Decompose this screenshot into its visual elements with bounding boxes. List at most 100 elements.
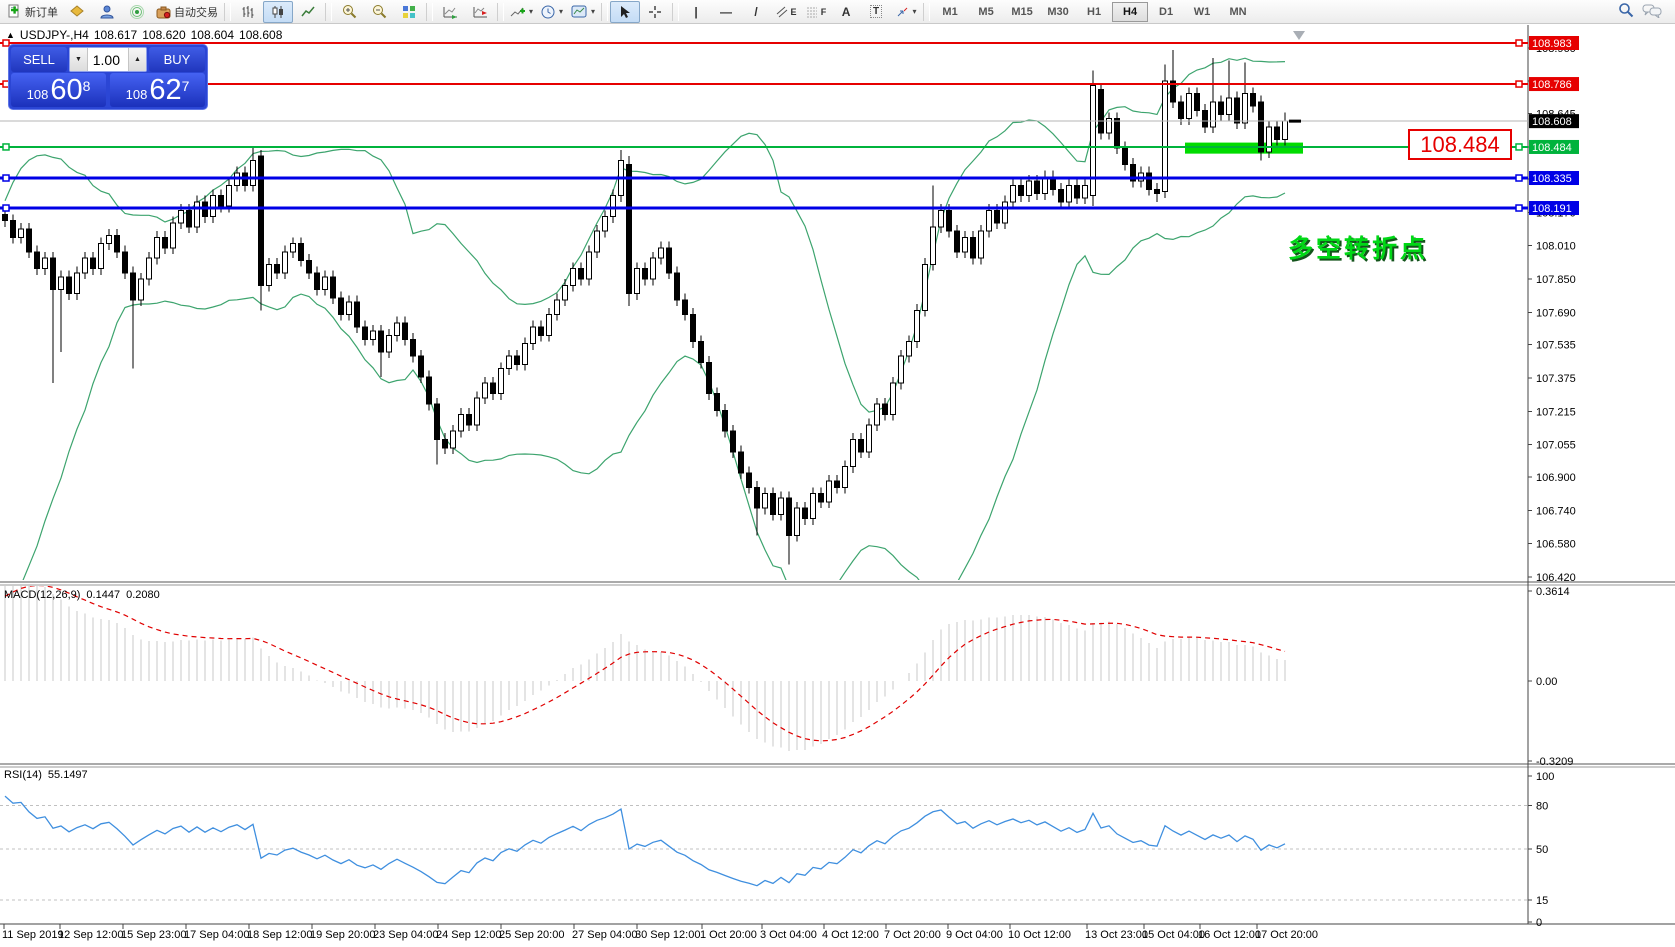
toolbar-separator xyxy=(224,2,231,21)
toolbar-separator xyxy=(923,2,931,21)
timeframe-button-H4[interactable]: H4 xyxy=(1112,1,1149,22)
volume-input[interactable]: 1.00 xyxy=(92,51,120,68)
svg-text:15: 15 xyxy=(1536,895,1548,907)
label-tool-button[interactable]: T xyxy=(861,1,891,23)
zoom-out-icon xyxy=(372,4,387,19)
sell-price-small: 108 xyxy=(26,87,49,102)
tile-windows-button[interactable] xyxy=(394,1,424,23)
toolbar-separator xyxy=(672,2,680,21)
svg-text:10 Oct 12:00: 10 Oct 12:00 xyxy=(1008,929,1071,941)
timeframe-button-M30[interactable]: M30 xyxy=(1047,5,1069,18)
search-icon[interactable] xyxy=(1618,2,1634,21)
collapse-arrow-icon[interactable]: ▲ xyxy=(6,30,15,40)
timeframe-button-M5[interactable]: M5 xyxy=(978,5,994,18)
dropdown-arrow-icon: ▾ xyxy=(912,7,917,16)
buy-price-sup: 7 xyxy=(181,78,190,94)
svg-text:108.983: 108.983 xyxy=(1532,38,1572,50)
macd-label: MACD(12,26,9) 0.1447 0.2080 xyxy=(4,589,160,601)
zoom-out-button[interactable] xyxy=(364,1,394,23)
new-order-label: 新订单 xyxy=(25,6,58,19)
label-tool-icon: T xyxy=(869,5,883,18)
new-order-icon xyxy=(7,4,22,19)
trendline-tool-button[interactable]: / xyxy=(741,1,771,23)
svg-text:106.580: 106.580 xyxy=(1536,539,1576,551)
timeframe-button-M15[interactable]: M15 xyxy=(1011,5,1033,18)
volume-decrease-button[interactable]: ▼ xyxy=(70,48,88,71)
svg-text:106.740: 106.740 xyxy=(1536,505,1576,517)
periods-button[interactable]: ▾ xyxy=(537,1,567,23)
bar-chart-button[interactable] xyxy=(233,1,263,23)
buy-button[interactable]: BUY xyxy=(149,47,205,72)
chat-icon[interactable] xyxy=(1642,3,1662,21)
sell-price-button[interactable]: 108 60 8 xyxy=(11,73,106,107)
price-annotation-box[interactable]: 108.484 xyxy=(1408,129,1512,160)
chart-shift-button[interactable] xyxy=(465,1,495,23)
svg-text:108.191: 108.191 xyxy=(1532,203,1572,215)
one-click-trading-panel: SELL ▼ 1.00 ▲ BUY 108 60 8 108 62 7 xyxy=(8,44,208,110)
macd-scale: 0.3614 0.00 -0.3209 xyxy=(1528,586,1573,768)
sell-price-big: 60 xyxy=(50,74,83,106)
chart-chrome xyxy=(0,25,1675,925)
auto-trading-button[interactable]: 自动交易 xyxy=(152,1,222,23)
indicators-button[interactable]: ▾ xyxy=(506,1,537,23)
zoom-in-button[interactable] xyxy=(334,1,364,23)
text-tool-button[interactable]: A xyxy=(831,1,861,23)
svg-text:107.375: 107.375 xyxy=(1536,373,1576,385)
svg-text:11 Sep 2019: 11 Sep 2019 xyxy=(2,929,64,941)
toolbar-separator xyxy=(426,2,433,21)
line-chart-button[interactable] xyxy=(293,1,323,23)
cursor-icon xyxy=(619,5,631,19)
support-band-annotation[interactable] xyxy=(1185,142,1303,154)
svg-text:0.3614: 0.3614 xyxy=(1536,586,1570,598)
svg-text:107.215: 107.215 xyxy=(1536,406,1576,418)
sell-button[interactable]: SELL xyxy=(11,47,67,72)
arrows-tool-button[interactable]: ▾ xyxy=(891,1,921,23)
vertical-line-tool-button[interactable]: | xyxy=(681,1,711,23)
svg-text:16 Oct 12:00: 16 Oct 12:00 xyxy=(1198,929,1261,941)
turning-point-annotation[interactable]: 多空转折点 xyxy=(1288,235,1429,263)
svg-text:107.535: 107.535 xyxy=(1536,340,1576,352)
svg-text:23 Sep 04:00: 23 Sep 04:00 xyxy=(373,929,438,941)
autotrading-icon xyxy=(156,5,171,19)
candlestick-chart-button[interactable] xyxy=(263,0,293,23)
level-lines-layer: 108.983 108.786 108.484 108.335 108.191 xyxy=(0,36,1579,216)
cursor-tool-button[interactable] xyxy=(610,0,641,23)
crosshair-tool-button[interactable] xyxy=(640,1,670,23)
crosshair-icon xyxy=(648,5,662,19)
channel-tool-button[interactable]: E xyxy=(771,1,801,23)
candlestick-chart-icon xyxy=(271,5,285,19)
svg-text:18 Sep 12:00: 18 Sep 12:00 xyxy=(247,929,312,941)
svg-text:9 Oct 04:00: 9 Oct 04:00 xyxy=(946,929,1003,941)
svg-text:3 Oct 04:00: 3 Oct 04:00 xyxy=(760,929,817,941)
dropdown-arrow-icon: ▾ xyxy=(559,7,564,16)
market-button[interactable] xyxy=(62,1,92,23)
horizontal-line-icon: — xyxy=(720,4,733,19)
community-button[interactable] xyxy=(92,1,122,23)
svg-text:50: 50 xyxy=(1536,844,1548,856)
fibonacci-tool-button[interactable]: F xyxy=(801,1,831,23)
trendline-icon: / xyxy=(754,4,758,19)
bar-chart-icon xyxy=(241,5,255,19)
timeframe-button-W1[interactable]: W1 xyxy=(1193,5,1211,18)
timeframe-button-MN[interactable]: MN xyxy=(1229,5,1247,18)
templates-button[interactable]: ▾ xyxy=(567,1,599,23)
timeframe-button-D1[interactable]: D1 xyxy=(1159,5,1174,18)
auto-scroll-button[interactable] xyxy=(435,1,465,23)
timeframe-button-M1[interactable]: M1 xyxy=(942,5,958,18)
svg-text:17 Oct 20:00: 17 Oct 20:00 xyxy=(1255,929,1318,941)
toolbar-separator xyxy=(325,2,332,21)
buy-price-button[interactable]: 108 62 7 xyxy=(110,73,205,107)
svg-text:19 Sep 20:00: 19 Sep 20:00 xyxy=(310,929,375,941)
timeframe-button-H1[interactable]: H1 xyxy=(1087,5,1102,18)
rsi-layer xyxy=(0,795,1528,901)
candles-layer xyxy=(2,49,1288,565)
channel-icon xyxy=(776,6,788,18)
horizontal-line-tool-button[interactable]: — xyxy=(711,1,741,23)
signals-button[interactable] xyxy=(122,1,152,23)
volume-control: ▼ 1.00 ▲ xyxy=(69,47,147,72)
volume-increase-button[interactable]: ▲ xyxy=(128,48,146,71)
new-order-button[interactable]: 新订单 xyxy=(3,1,62,23)
macd-layer xyxy=(4,586,1286,751)
